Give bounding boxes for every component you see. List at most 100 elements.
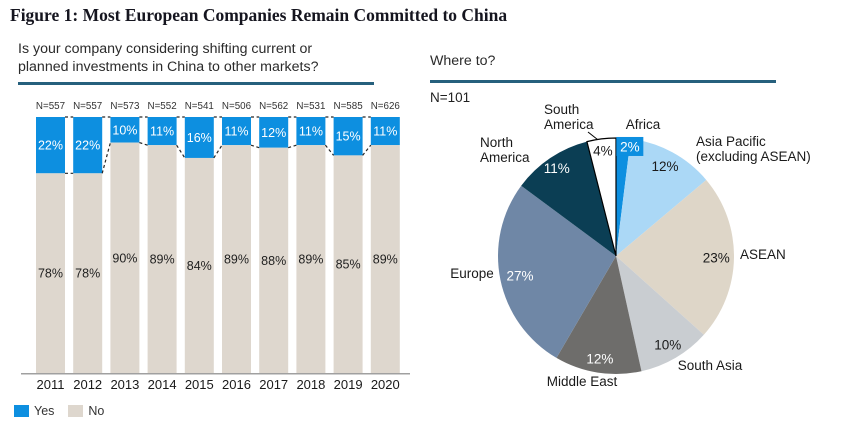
figure-title: Figure 1: Most European Companies Remain… bbox=[10, 5, 508, 25]
legend-label-no: No bbox=[88, 404, 105, 418]
yes-value-label: 22% bbox=[38, 139, 63, 153]
pie-pct-label: 2% bbox=[620, 139, 640, 154]
south-america-leader-line bbox=[587, 131, 598, 140]
no-value-label: 89% bbox=[224, 253, 249, 267]
bar-no-2019 bbox=[333, 155, 363, 373]
sample-size-label: N=506 bbox=[222, 101, 252, 112]
pie-slice-south-asia bbox=[616, 256, 704, 372]
left-title-rule bbox=[18, 82, 374, 85]
pie-pct-label: 4% bbox=[593, 144, 613, 159]
dashed-yes-connector bbox=[288, 144, 297, 149]
yes-value-label: 11% bbox=[299, 125, 323, 139]
bar-no-2011 bbox=[36, 173, 65, 373]
bar-yes-2019 bbox=[333, 117, 363, 156]
bar-yes-2016 bbox=[222, 117, 251, 146]
no-value-label: 84% bbox=[187, 259, 212, 273]
sample-size-label: N=541 bbox=[185, 101, 214, 112]
pie-pct-label: 11% bbox=[544, 161, 570, 176]
pie-region-label-middle-east: Middle East bbox=[547, 374, 618, 389]
yes-value-label: 12% bbox=[261, 126, 286, 140]
legend-label-yes: Yes bbox=[34, 404, 55, 418]
year-label: 2013 bbox=[110, 377, 139, 392]
pie-pct-label: 10% bbox=[654, 338, 681, 353]
bar-yes-2014 bbox=[147, 117, 177, 146]
bar-yes-2013 bbox=[110, 117, 140, 143]
pie-region-label-south-asia: South Asia bbox=[678, 358, 743, 373]
year-label: 2019 bbox=[334, 377, 363, 392]
sample-size-label: N=562 bbox=[259, 101, 288, 112]
sample-size-label: N=557 bbox=[73, 101, 102, 112]
dashed-yes-connector bbox=[213, 144, 223, 159]
pie-region-label-europe: Europe bbox=[450, 266, 494, 281]
right-title-rule bbox=[430, 80, 776, 83]
bar-no-2012 bbox=[73, 173, 103, 373]
pie-slice-asia-pacific-excluding-asean- bbox=[616, 138, 707, 256]
pie-pct-label: 12% bbox=[651, 159, 678, 174]
yes-value-label: 11% bbox=[224, 125, 248, 139]
sample-size-label: N=573 bbox=[110, 101, 140, 112]
bar-no-2018 bbox=[296, 145, 326, 373]
no-value-label: 89% bbox=[298, 253, 323, 267]
bar-no-2013 bbox=[110, 142, 140, 373]
pie-region-label-north-america: America bbox=[480, 150, 530, 165]
where-to-pie-chart: 2% 12% 23% 10% 12% 27% 11% 4% Africa Asia Pacific… bbox=[450, 102, 811, 389]
bar-no-2015 bbox=[184, 157, 214, 373]
no-value-label: 88% bbox=[261, 254, 286, 268]
pie-slice-south-america bbox=[586, 137, 617, 257]
no-swatch bbox=[68, 405, 84, 417]
dashed-yes-connector bbox=[250, 144, 260, 149]
sample-size-label: N=531 bbox=[296, 101, 325, 112]
dashed-yes-connector bbox=[176, 144, 186, 159]
yes-value-label: 11% bbox=[150, 125, 174, 139]
yes-swatch bbox=[14, 405, 29, 417]
bar-no-2020 bbox=[370, 145, 400, 373]
pie-slice-europe bbox=[498, 185, 616, 358]
bar-yes-2011 bbox=[36, 117, 65, 174]
yes-value-label: 10% bbox=[112, 123, 137, 137]
no-value-label: 78% bbox=[38, 267, 63, 281]
yes-value-label: 11% bbox=[373, 125, 397, 139]
pie-pct-label: 12% bbox=[586, 352, 613, 367]
year-label: 2015 bbox=[185, 377, 214, 392]
year-label: 2018 bbox=[296, 377, 325, 392]
sample-size-label: N=626 bbox=[371, 101, 401, 112]
year-label: 2012 bbox=[73, 377, 102, 392]
bar-no-2017 bbox=[259, 147, 289, 373]
dashed-yes-connector bbox=[101, 142, 111, 174]
legend-item-yes: Yes bbox=[14, 404, 54, 418]
no-value-label: 89% bbox=[150, 253, 175, 267]
pie-region-label-asean: ASEAN bbox=[740, 247, 786, 262]
bar-no-2014 bbox=[147, 145, 177, 373]
pie-slice-africa bbox=[616, 138, 631, 256]
bar-yes-2017 bbox=[259, 117, 289, 148]
pie-pct-label: 27% bbox=[507, 269, 534, 284]
sample-size-label: N=585 bbox=[334, 101, 364, 112]
sample-size-label: N=557 bbox=[36, 101, 65, 112]
bar-yes-2015 bbox=[184, 117, 214, 158]
pie-region-label-south-america: America bbox=[544, 117, 594, 132]
dashed-yes-connector bbox=[139, 142, 148, 146]
year-label: 2017 bbox=[259, 377, 288, 392]
no-value-label: 85% bbox=[336, 258, 361, 272]
pie-pct-label: 23% bbox=[703, 251, 730, 266]
legend-item-no: No bbox=[68, 404, 104, 418]
pie-slice-north-america bbox=[521, 141, 616, 256]
bar-chart-legend: Yes No bbox=[14, 404, 104, 418]
yes-value-label: 15% bbox=[336, 130, 361, 144]
africa-pct-chip bbox=[616, 136, 644, 156]
pie-region-label-south-america: South bbox=[544, 102, 579, 117]
pie-region-label-asia-pacific-excluding-asean-: (excluding ASEAN) bbox=[696, 149, 811, 164]
dashed-yes-connector bbox=[362, 144, 372, 156]
pie-chart-title: Where to? bbox=[430, 53, 496, 69]
pie-slice-middle-east bbox=[556, 256, 642, 374]
pie-sample-size: N=101 bbox=[430, 90, 471, 105]
year-label: 2016 bbox=[222, 377, 251, 392]
year-label: 2014 bbox=[148, 377, 177, 392]
bar-yes-2012 bbox=[73, 117, 103, 174]
yes-value-label: 16% bbox=[187, 131, 212, 145]
no-value-label: 90% bbox=[112, 251, 137, 265]
year-label: 2011 bbox=[37, 377, 65, 392]
sample-size-label: N=552 bbox=[148, 101, 177, 112]
investment-shift-stacked-bar-chart: N=557 22% 78% 2011 N=557 22% 78% 2012 N=573 10% 90… bbox=[21, 101, 410, 392]
